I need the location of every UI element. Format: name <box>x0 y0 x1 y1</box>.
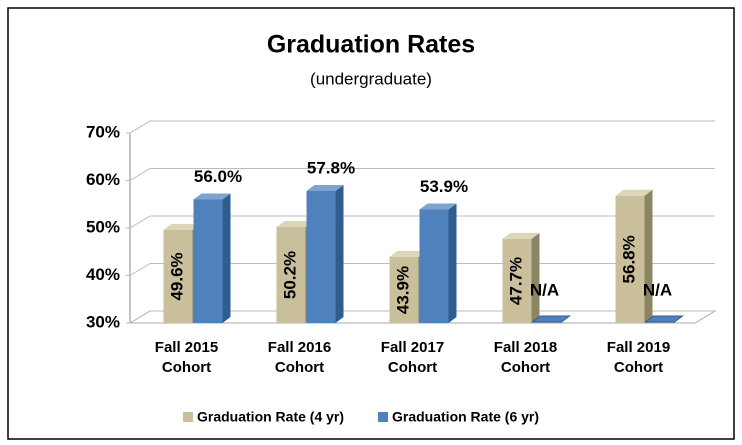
legend-label: Graduation Rate (6 yr) <box>392 409 539 425</box>
bar-side <box>531 232 540 323</box>
value-label: 50.2% <box>280 251 299 299</box>
bar-front <box>276 227 306 323</box>
y-tick-label: 70% <box>86 122 120 141</box>
x-tick-label: Fall 2018 Cohort <box>493 339 558 376</box>
value-label: 47.7% <box>506 257 525 305</box>
bar-front <box>615 195 645 323</box>
y-tick-label: 60% <box>86 170 120 189</box>
value-label: 53.9% <box>420 177 468 196</box>
bar <box>502 232 540 323</box>
empty-bar-base <box>644 315 684 323</box>
bar-side <box>335 184 344 323</box>
value-label: 56.8% <box>619 235 638 283</box>
chart-subtitle: (undergraduate) <box>310 69 432 88</box>
value-label: 57.8% <box>307 158 355 177</box>
bar-side <box>644 189 653 323</box>
bar <box>193 193 231 323</box>
grid-line <box>126 168 715 181</box>
x-tick-label: Fall 2017 Cohort <box>380 339 445 376</box>
bar-top <box>193 193 231 200</box>
legend-label: Graduation Rate (4 yr) <box>197 409 344 425</box>
chart-title: Graduation Rates <box>267 31 475 59</box>
value-label: 43.9% <box>393 266 412 314</box>
bar-top <box>389 250 427 257</box>
bar-front <box>193 199 223 323</box>
bar-front <box>163 229 193 323</box>
bar-top <box>615 189 653 196</box>
chart-border <box>7 7 735 440</box>
bar-top <box>502 232 540 239</box>
empty-bar-base <box>531 315 571 323</box>
y-tick-label: 40% <box>86 265 120 284</box>
bar <box>306 184 344 323</box>
value-label: 56.0% <box>194 167 242 186</box>
legend-swatch <box>378 412 388 422</box>
bar-front <box>502 238 532 323</box>
value-label: N/A <box>643 280 672 299</box>
x-tick-label: Fall 2015 Cohort <box>154 339 219 376</box>
bar <box>419 203 457 323</box>
bar-top <box>163 223 201 230</box>
bar <box>615 189 653 323</box>
value-label: N/A <box>530 280 559 299</box>
bar-top <box>306 184 344 191</box>
y-tick-label: 50% <box>86 217 120 236</box>
bar-front <box>419 209 449 323</box>
x-tick-label: Fall 2016 Cohort <box>267 339 332 376</box>
value-label: 49.6% <box>167 252 186 300</box>
bar-top <box>276 221 314 228</box>
bar-front <box>306 190 336 323</box>
bar-side <box>448 203 457 323</box>
bar-side <box>222 193 231 323</box>
x-tick-label: Fall 2019 Cohort <box>606 339 671 376</box>
bar-front <box>389 256 419 323</box>
bar-top <box>419 203 457 210</box>
y-tick-label: 30% <box>86 312 120 331</box>
legend-swatch <box>183 412 193 422</box>
grid-line <box>126 120 715 134</box>
